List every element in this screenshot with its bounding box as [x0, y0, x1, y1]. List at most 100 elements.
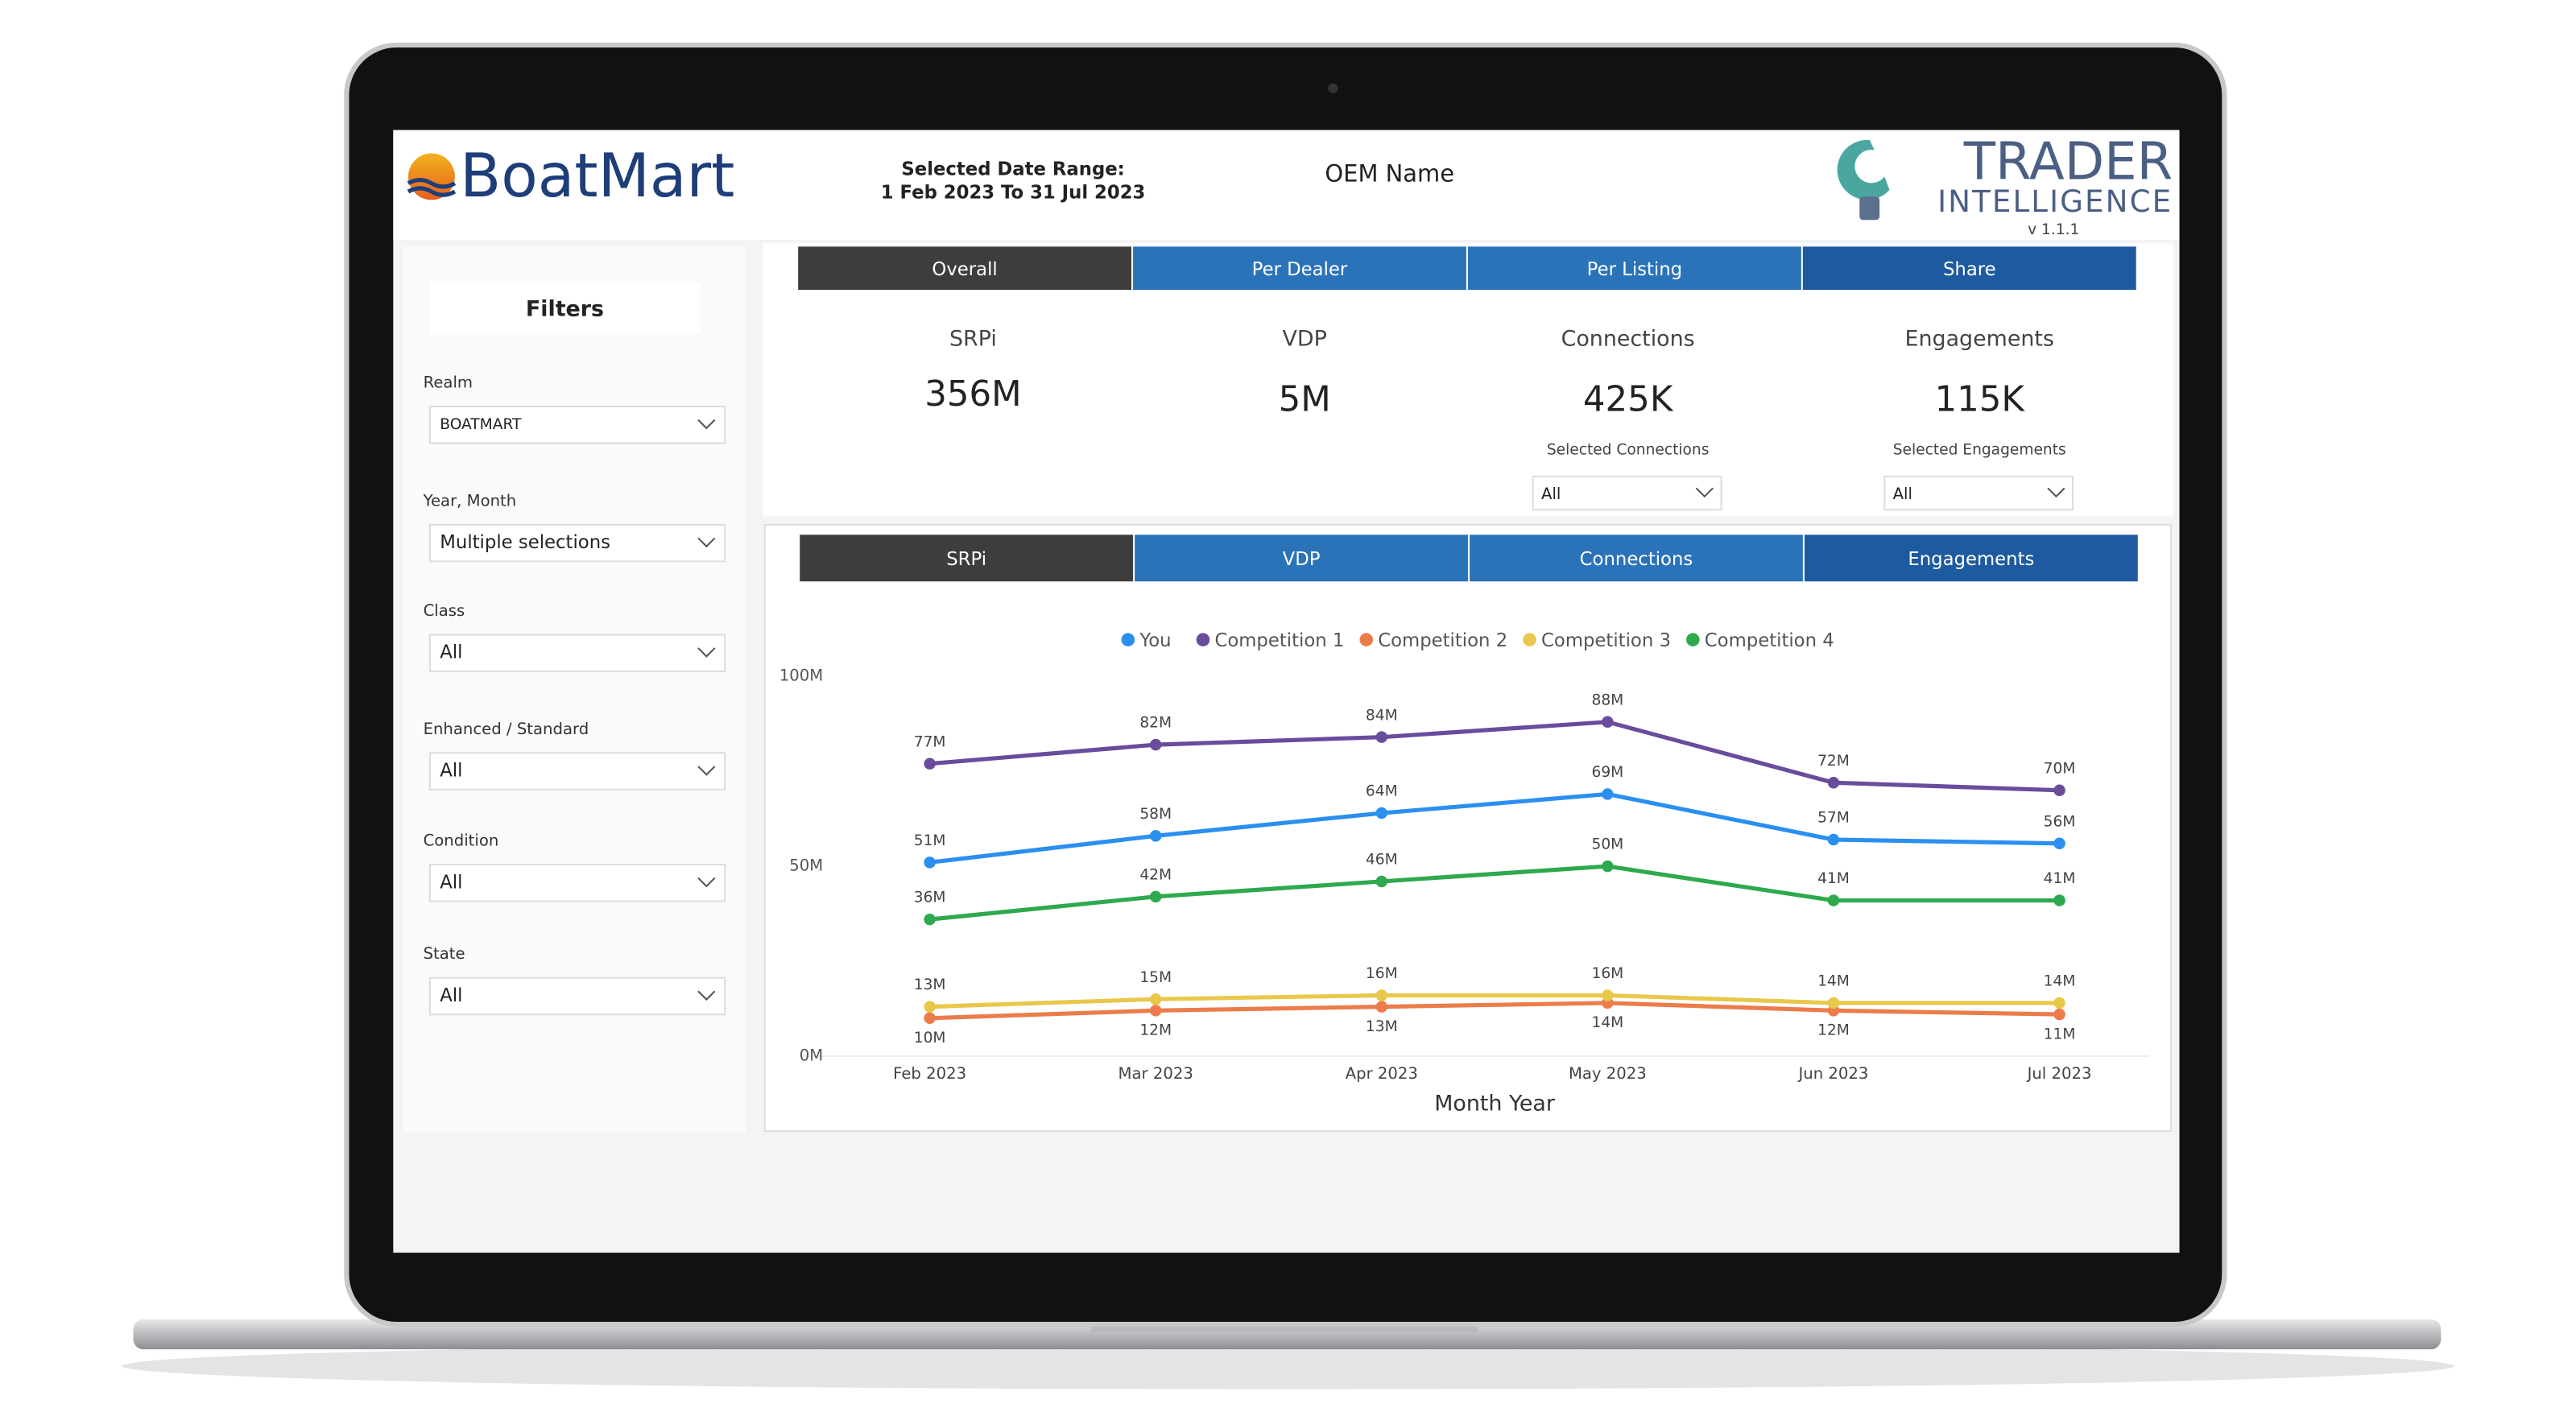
kpi-dropdown[interactable]	[1883, 475, 2074, 511]
kpi-value: 115K	[1935, 379, 2026, 419]
tab[interactable]	[1802, 246, 2136, 291]
chevron	[697, 877, 716, 888]
data-point	[1602, 989, 1614, 1001]
data-point	[924, 913, 936, 926]
laptop-base	[133, 1319, 2442, 1350]
data-point	[2053, 1008, 2065, 1021]
x-tick-label: May 2023	[1569, 1064, 1647, 1083]
tab[interactable]	[798, 246, 1131, 291]
filter-dropdown[interactable]	[428, 863, 726, 902]
tab[interactable]	[1467, 246, 1801, 291]
filter-dropdown[interactable]	[428, 752, 726, 791]
data-point	[1827, 777, 1840, 789]
x-tick-label: Apr 2023	[1346, 1064, 1418, 1083]
filter-dropdown[interactable]	[428, 405, 726, 444]
chevron	[2047, 487, 2065, 498]
tab-label: VDP	[1283, 549, 1321, 570]
version: v 1.1.1	[2028, 221, 2079, 238]
chart-panel	[763, 523, 2173, 1133]
filter-label: State	[424, 944, 465, 963]
kpi-dropdown[interactable]	[1532, 475, 1722, 511]
kpi-value: 5M	[1279, 379, 1331, 419]
y-tick-label: 100M	[779, 667, 823, 685]
filter-dropdown[interactable]	[428, 523, 726, 563]
legend-label: Competition 1	[1214, 630, 1344, 651]
data-point	[1375, 731, 1388, 743]
chevron	[697, 537, 716, 548]
legend-marker	[1359, 633, 1374, 646]
kpi-label: VDP	[1283, 327, 1327, 352]
legend-label: Competition 2	[1378, 630, 1507, 651]
kpi-label: Connections	[1561, 327, 1695, 352]
tab[interactable]	[800, 535, 1134, 582]
data-label: 57M	[1817, 810, 1850, 827]
kpi-value: 356M	[924, 374, 1021, 415]
camera	[1328, 83, 1338, 93]
data-label: 46M	[1366, 852, 1398, 869]
data-point	[1602, 788, 1614, 800]
series-line	[929, 720, 2060, 793]
data-point	[1149, 890, 1162, 903]
y-tick-label: 0M	[800, 1046, 823, 1064]
data-point	[1375, 875, 1388, 888]
data-label: 82M	[1139, 715, 1172, 732]
tab[interactable]	[1133, 246, 1466, 291]
data-label: 13M	[1366, 1018, 1398, 1035]
series-line	[929, 1001, 2060, 1021]
filter-value: All	[440, 872, 462, 893]
data-label: 41M	[1817, 870, 1850, 887]
logo-text: BoatMart	[460, 141, 734, 211]
data-label: 16M	[1591, 965, 1623, 982]
tab-label: Engagements	[1908, 549, 2034, 570]
data-label: 14M	[1591, 1014, 1623, 1031]
data-label: 69M	[1591, 764, 1623, 781]
data-label: 58M	[1139, 806, 1172, 823]
x-tick-label: Feb 2023	[893, 1064, 966, 1083]
data-label: 72M	[1817, 753, 1850, 770]
tab-label: Connections	[1580, 549, 1693, 570]
filter-value: BOATMART	[440, 416, 522, 433]
data-label: 14M	[2044, 973, 2076, 990]
filters-title: Filters	[526, 296, 604, 321]
shadow	[122, 1342, 2454, 1389]
data-label: 13M	[914, 976, 946, 993]
filter-dropdown[interactable]	[428, 976, 726, 1016]
tab[interactable]	[1470, 535, 1803, 582]
filter-label: Class	[424, 601, 465, 620]
x-tick-label: Jun 2023	[1797, 1064, 1868, 1083]
data-label: 77M	[914, 733, 946, 750]
oem-name: OEM Name	[1325, 159, 1454, 187]
legend-marker	[1196, 633, 1210, 646]
chevron	[697, 419, 716, 430]
data-point	[1149, 993, 1162, 1005]
tab-label: Overall	[932, 259, 997, 280]
data-label: 16M	[1366, 965, 1398, 982]
data-label: 11M	[2044, 1026, 2076, 1042]
brand-line1: TRADER	[1963, 132, 2173, 192]
filter-dropdown[interactable]	[428, 634, 726, 673]
logo-box	[403, 136, 757, 230]
kpi-value: 425K	[1583, 379, 1674, 419]
filter-value: All	[440, 761, 462, 782]
legend-label: Competition 3	[1541, 630, 1671, 651]
data-point	[924, 857, 936, 869]
data-point	[924, 1001, 936, 1013]
data-label: 41M	[2044, 870, 2076, 887]
tab[interactable]	[1804, 535, 2138, 582]
series-line	[929, 791, 2060, 865]
tab[interactable]	[1135, 535, 1468, 582]
kpi-label: Engagements	[1905, 327, 2054, 352]
date-range: 1 Feb 2023 To 31 Jul 2023	[881, 183, 1146, 204]
data-label: 50M	[1591, 836, 1623, 853]
filter-label: Condition	[424, 832, 499, 850]
x-tick-label: Jul 2023	[2026, 1064, 2092, 1083]
data-point	[1602, 860, 1614, 873]
data-label: 84M	[1366, 707, 1398, 724]
data-label: 51M	[914, 832, 946, 849]
kpi-sub-label: Selected Connections	[1547, 441, 1710, 458]
data-label: 42M	[1139, 866, 1172, 883]
data-point	[2053, 997, 2065, 1009]
tab-label: SRPi	[946, 549, 986, 570]
